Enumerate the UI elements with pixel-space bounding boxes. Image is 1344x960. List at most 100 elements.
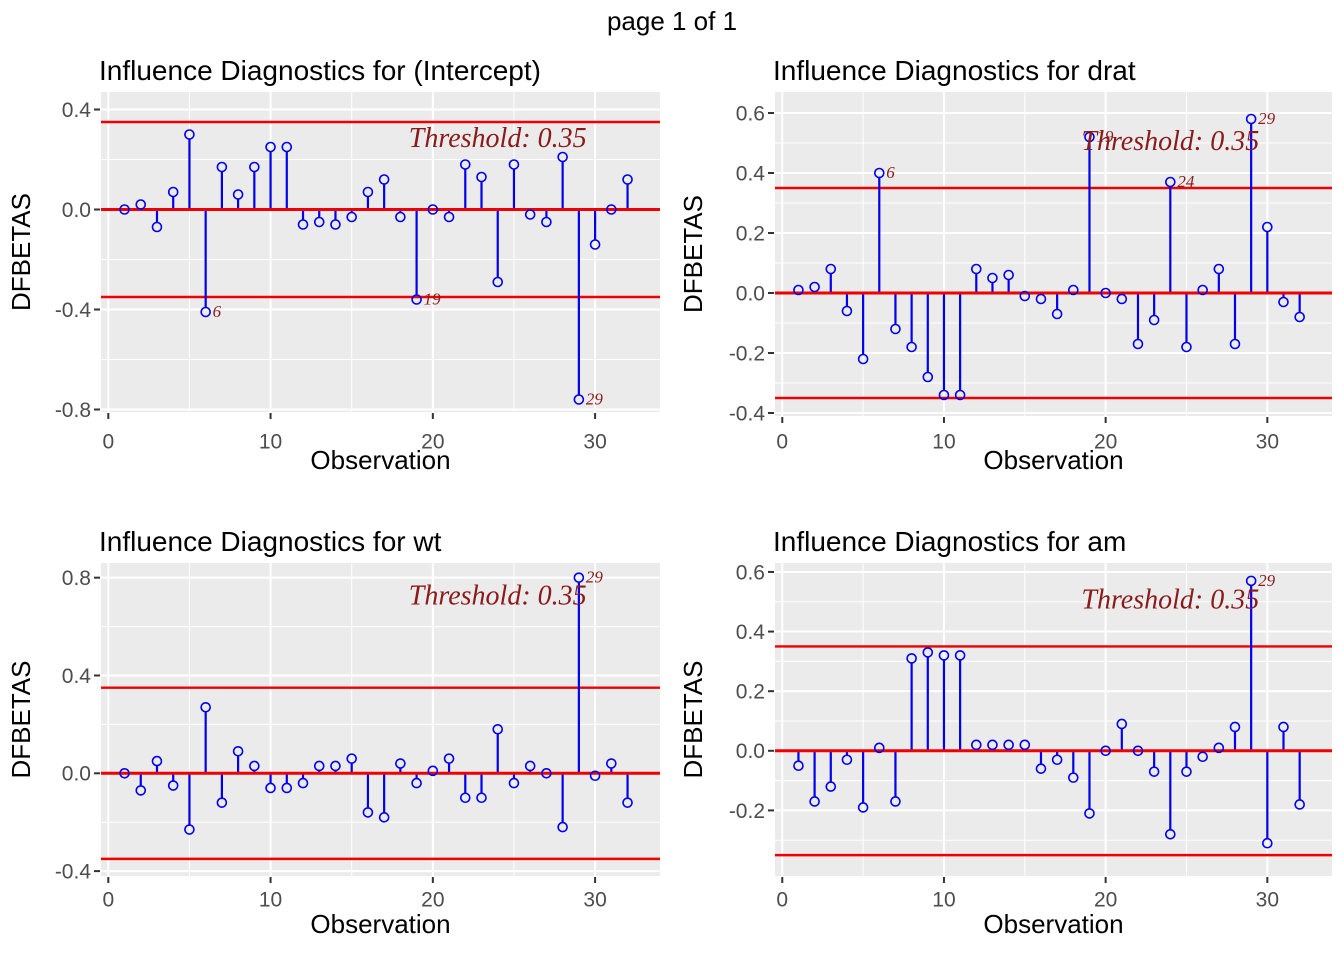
point-marker-obs-10 [938, 650, 950, 661]
point-marker-obs-9 [922, 371, 934, 383]
y-tick-label: 0.6 [736, 561, 765, 584]
point-marker-obs-3 [825, 263, 837, 275]
point-marker-obs-31 [1278, 721, 1289, 733]
point-marker-obs-26 [1197, 751, 1208, 763]
x-tick-label: 30 [1256, 430, 1279, 453]
point-marker-obs-22 [1132, 338, 1144, 350]
point-marker-obs-24 [1165, 828, 1176, 840]
point-marker-obs-1 [119, 767, 130, 779]
point-marker-obs-1 [793, 284, 804, 296]
panel-background [775, 563, 1332, 876]
y-tick-label: 0.4 [62, 99, 92, 122]
point-marker-obs-9 [249, 161, 260, 173]
y-tick-label: -0.4 [55, 299, 92, 322]
point-marker-obs-8 [232, 745, 244, 757]
threshold-annotation: Threshold: 0.35 [1081, 126, 1259, 157]
point-marker-obs-22 [1132, 745, 1144, 757]
point-marker-obs-5 [857, 802, 869, 813]
point-marker-obs-19 [411, 777, 422, 789]
point-marker-obs-2 [135, 199, 147, 210]
point-marker-obs-20 [427, 765, 439, 777]
point-marker-obs-8 [906, 653, 917, 664]
point-label-obs-29: 29 [1258, 109, 1276, 128]
point-marker-obs-4 [841, 754, 853, 766]
point-marker-obs-24 [492, 723, 504, 735]
point-marker-obs-23 [1148, 314, 1160, 326]
x-tick-label: 20 [421, 430, 444, 453]
point-marker-obs-32 [622, 174, 633, 185]
point-marker-obs-29 [1245, 113, 1257, 125]
point-marker-obs-27 [541, 767, 552, 779]
point-marker-obs-28 [1229, 721, 1241, 733]
point-marker-obs-2 [809, 281, 820, 293]
point-marker-obs-21 [1116, 718, 1128, 730]
panel-title: Influence Diagnostics for wt [99, 526, 442, 557]
point-marker-obs-24 [492, 276, 504, 288]
point-marker-obs-22 [459, 159, 471, 170]
point-marker-obs-6 [873, 742, 885, 754]
x-tick-label: 0 [776, 430, 788, 453]
y-tick-label: 0.8 [62, 567, 91, 590]
page-title: page 1 of 1 [606, 6, 738, 36]
point-marker-obs-23 [1148, 766, 1160, 777]
point-label-obs-29: 29 [586, 568, 604, 587]
point-marker-obs-2 [809, 796, 820, 807]
point-marker-obs-10 [265, 782, 276, 794]
point-marker-obs-27 [541, 216, 552, 228]
threshold-annotation: Threshold: 0.35 [409, 123, 587, 154]
x-tick-label: 30 [1256, 888, 1279, 911]
point-marker-obs-1 [793, 760, 804, 772]
y-axis-title: DFBETAS [6, 661, 36, 779]
point-marker-obs-19 [1084, 131, 1095, 143]
point-marker-obs-14 [330, 219, 341, 230]
point-marker-obs-5 [184, 129, 195, 140]
point-marker-obs-4 [167, 780, 179, 791]
y-tick-label: 0.4 [736, 621, 766, 644]
x-axis-title: Observation [310, 445, 450, 475]
point-marker-obs-20 [427, 204, 439, 215]
point-marker-obs-13 [987, 272, 998, 284]
panel-title: Influence Diagnostics for drat [773, 55, 1136, 86]
point-marker-obs-15 [346, 753, 357, 764]
point-marker-obs-29 [573, 394, 585, 405]
y-tick-label: -0.4 [55, 860, 92, 883]
point-marker-obs-13 [987, 739, 998, 751]
x-tick-label: 20 [1094, 888, 1117, 911]
panel-title: Influence Diagnostics for am [773, 526, 1126, 557]
x-axis-title: Observation [983, 909, 1123, 939]
x-tick-label: 10 [932, 430, 955, 453]
point-marker-obs-11 [954, 650, 966, 661]
point-marker-obs-27 [1213, 742, 1225, 754]
point-marker-obs-16 [1035, 763, 1047, 774]
y-axis-title: DFBETAS [678, 195, 708, 313]
x-tick-label: 10 [259, 888, 282, 911]
point-marker-obs-1 [119, 204, 130, 215]
point-marker-obs-16 [362, 186, 374, 198]
point-marker-obs-17 [1051, 308, 1063, 320]
x-tick-label: 0 [776, 888, 788, 911]
point-marker-obs-6 [200, 701, 211, 713]
point-marker-obs-21 [443, 211, 455, 223]
point-marker-obs-9 [249, 760, 260, 772]
point-marker-obs-16 [1035, 293, 1047, 305]
y-tick-label: 0.0 [62, 763, 91, 786]
point-marker-obs-7 [216, 161, 228, 173]
point-marker-obs-27 [1213, 263, 1225, 275]
x-tick-label: 10 [932, 888, 955, 911]
point-marker-obs-25 [508, 777, 520, 789]
point-marker-obs-32 [622, 797, 633, 808]
y-tick-label: 0.4 [62, 665, 92, 688]
panel-intercept: 6 19 29 Threshold: 0.35 0 10 20 30 0.4 0.0 -0.4 -0.… [6, 55, 660, 475]
y-tick-label: -0.2 [729, 800, 765, 823]
point-marker-obs-12 [970, 739, 982, 751]
point-marker-obs-10 [938, 389, 950, 401]
point-marker-obs-29 [573, 572, 585, 583]
point-marker-obs-13 [313, 760, 325, 772]
point-marker-obs-3 [151, 755, 163, 767]
point-marker-obs-8 [906, 341, 917, 353]
y-tick-label: 0.4 [736, 162, 766, 185]
point-marker-obs-20 [1100, 745, 1111, 757]
y-tick-label: 0.0 [736, 282, 765, 305]
